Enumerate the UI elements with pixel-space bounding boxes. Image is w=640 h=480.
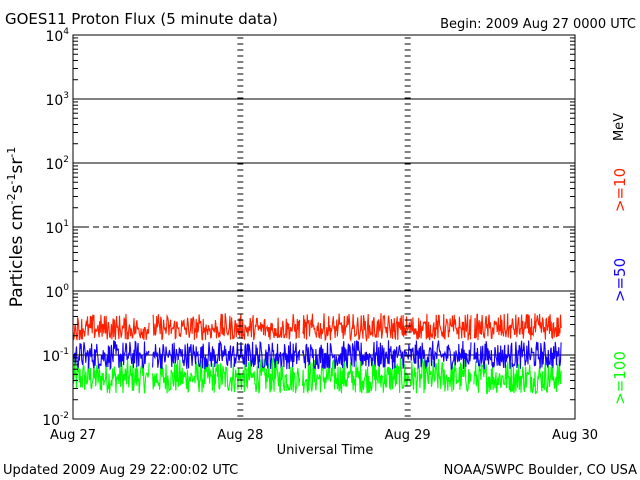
series-line xyxy=(72,339,562,371)
legend-unit: MeV xyxy=(612,113,627,141)
y-tick-label: 104 xyxy=(45,27,69,45)
credit-label: NOAA/SWPC Boulder, CO USA xyxy=(444,463,637,478)
y-axis-label: Particles cm-2s-1sr-1 xyxy=(5,147,27,308)
x-tick-label: Aug 29 xyxy=(385,428,431,443)
y-ticks: 104 103 102 101 100 10-1 10-2 xyxy=(42,27,575,429)
y-tick-label: 10-2 xyxy=(42,411,69,429)
y-tick-label: 100 xyxy=(45,283,69,301)
series-line xyxy=(72,358,562,395)
x-axis-label: Universal Time xyxy=(277,443,374,458)
legend-item: >=100 xyxy=(611,351,629,405)
y-tick-label: 103 xyxy=(45,91,69,109)
series-layer xyxy=(72,313,562,395)
x-ticks: Aug 27 Aug 28 Aug 29 Aug 30 xyxy=(50,37,598,443)
series-line xyxy=(72,313,562,343)
y-tick-label: 10-1 xyxy=(42,347,69,365)
x-tick-label: Aug 27 xyxy=(50,428,96,443)
updated-timestamp: Updated 2009 Aug 29 22:00:02 UTC xyxy=(3,463,238,478)
legend-item: >=10 xyxy=(611,168,629,212)
x-tick-label: Aug 30 xyxy=(552,428,598,443)
legend-item: >=50 xyxy=(611,258,629,302)
begin-label: Begin: 2009 Aug 27 0000 UTC xyxy=(440,17,636,32)
x-tick-label: Aug 28 xyxy=(217,428,263,443)
chart-title: GOES11 Proton Flux (5 minute data) xyxy=(5,10,278,28)
y-tick-label: 102 xyxy=(45,155,69,173)
y-tick-label: 101 xyxy=(45,219,69,237)
legend: >=10 >=50 >=100 MeV xyxy=(611,113,629,405)
